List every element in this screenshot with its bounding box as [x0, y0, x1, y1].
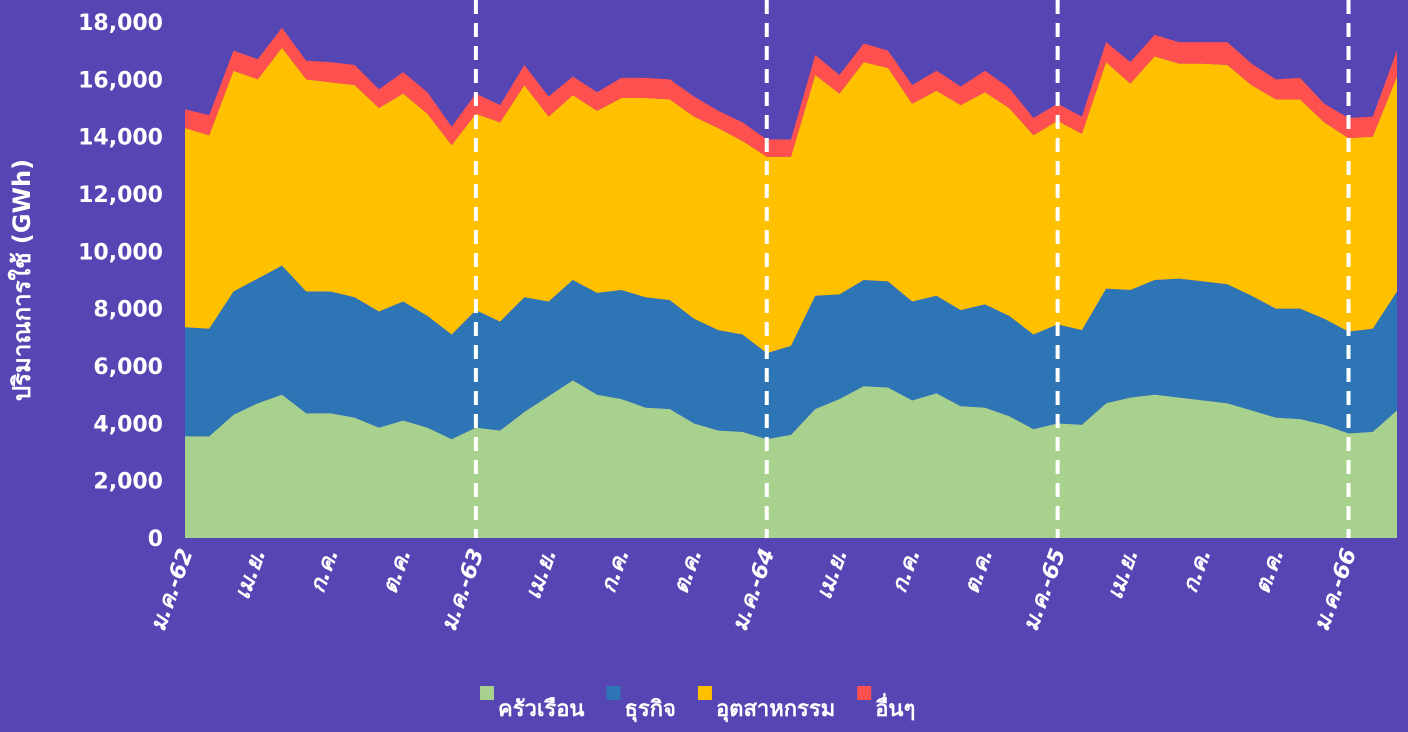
- x-tick-label: เม.ย.: [1103, 546, 1144, 603]
- y-axis-label: ปริมาณการใช้ (GWh): [7, 159, 36, 401]
- y-tick-label: 4,000: [93, 412, 163, 437]
- x-tick-label: ก.ค.: [596, 546, 635, 597]
- x-tick-label: เม.ย.: [812, 546, 853, 603]
- legend-label: ครัวเรือน: [498, 697, 584, 722]
- x-tick-label: เม.ย.: [230, 546, 271, 603]
- x-tick-label: ต.ค.: [378, 546, 417, 598]
- x-tick-label: ก.ค.: [1178, 546, 1217, 597]
- y-tick-label: 16,000: [78, 68, 163, 93]
- legend-label: อื่นๆ: [875, 692, 915, 722]
- legend-swatch: [606, 686, 621, 700]
- y-tick-label: 14,000: [78, 126, 163, 151]
- y-tick-label: 0: [148, 527, 163, 552]
- x-tick-label: ม.ค.-66: [1309, 546, 1362, 635]
- x-tick-label: ม.ค.-62: [146, 546, 199, 635]
- x-tick-label: ม.ค.-65: [1018, 546, 1071, 635]
- area: [185, 47, 1397, 354]
- y-tick-label: 18,000: [78, 11, 163, 36]
- area: [185, 380, 1397, 538]
- x-tick-label: ม.ค.-64: [728, 546, 781, 635]
- legend-label: อุตสาหกรรม: [716, 697, 835, 723]
- x-tick-label: ต.ค.: [1250, 546, 1289, 598]
- legend-swatch: [480, 686, 494, 700]
- x-tick-label: ก.ค.: [305, 546, 344, 597]
- y-tick-label: 10,000: [78, 240, 163, 265]
- x-tick-label: ต.ค.: [959, 546, 998, 598]
- legend-swatch: [857, 686, 872, 700]
- x-tick-label: เม.ย.: [521, 546, 562, 603]
- y-tick-label: 6,000: [93, 355, 163, 380]
- y-tick-label: 2,000: [93, 470, 163, 495]
- legend-swatch: [697, 686, 712, 700]
- area: [185, 265, 1397, 440]
- x-tick-label: ม.ค.-63: [437, 546, 490, 635]
- x-tick-label: ก.ค.: [887, 546, 926, 597]
- legend-label: ธุรกิจ: [624, 697, 675, 723]
- y-tick-label: 8,000: [93, 298, 163, 323]
- x-tick-label: ต.ค.: [669, 546, 708, 598]
- area: [185, 27, 1397, 157]
- y-tick-label: 12,000: [78, 183, 163, 208]
